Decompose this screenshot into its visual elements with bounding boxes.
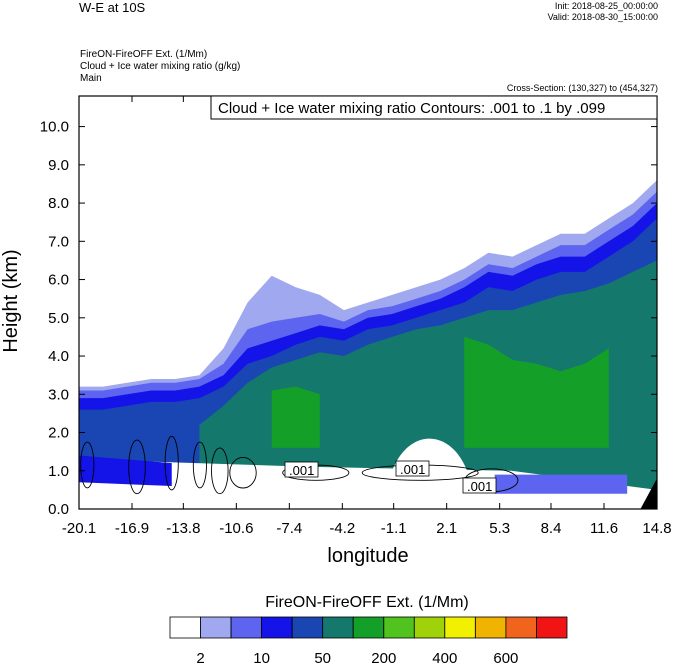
axis-ticks: -20.1 -16.9 -13.8 -10.6 -7.4 -4.2 -1.1 2.1 5.3 8.… xyxy=(40,96,672,537)
y-axis-label: Height (km) xyxy=(0,249,22,352)
y-tick-label: 10.0 xyxy=(40,119,69,136)
colorbar-tick-label: 10 xyxy=(253,650,270,667)
y-tick-label: 2.0 xyxy=(48,425,69,442)
colorbar-tick-label: 600 xyxy=(493,650,519,667)
colorbar-swatch xyxy=(200,616,232,639)
y-tick-label: 0.0 xyxy=(48,501,69,518)
field-label-primary: FireON-FireOFF Ext. (1/Mm) xyxy=(80,49,208,60)
x-tick-label: 2.1 xyxy=(436,520,457,537)
field-label-domain: Main xyxy=(80,73,102,84)
colorbar-swatch xyxy=(352,616,385,639)
y-tick-label: 5.0 xyxy=(48,310,69,327)
x-tick-label: -4.2 xyxy=(329,520,355,537)
colorbar-swatch xyxy=(322,616,354,639)
contour-info-box: Cloud + Ice water mixing ratio Contours:… xyxy=(210,95,658,120)
y-tick-label: 7.0 xyxy=(48,233,69,250)
colorbar-tick-label: 200 xyxy=(371,650,397,667)
colorbar-swatch xyxy=(536,616,568,639)
colorbar-swatch xyxy=(230,616,263,639)
x-tick-label: -16.9 xyxy=(115,520,149,537)
field-label-secondary: Cloud + Ice water mixing ratio (g/kg) xyxy=(80,61,241,72)
colorbar xyxy=(169,616,568,639)
colorbar-swatch xyxy=(383,616,415,639)
colorbar-swatch xyxy=(169,616,201,639)
cloud-contour-4 xyxy=(211,447,229,495)
cross-section-label: Cross-Section: (130,327) to (454,327) xyxy=(506,83,658,93)
cloud-contour-2 xyxy=(164,435,179,491)
y-tick-label: 1.0 xyxy=(48,463,69,480)
y-tick-label: 8.0 xyxy=(48,195,69,212)
x-tick-label: -13.8 xyxy=(166,520,200,537)
y-tick-label: 6.0 xyxy=(48,272,69,289)
colorbar-swatch xyxy=(474,616,507,639)
x-tick-label: -20.1 xyxy=(62,520,96,537)
init-time: Init: 2018-08-25_00:00:00 xyxy=(554,1,658,11)
inline-contour-label-3: .001 xyxy=(467,479,492,494)
clear-region-surface xyxy=(79,459,657,509)
x-tick-label: -7.4 xyxy=(276,520,302,537)
y-tick-label: 9.0 xyxy=(48,157,69,174)
colorbar-tick-label: 50 xyxy=(314,650,332,667)
x-tick-label: -10.6 xyxy=(219,520,253,537)
colorbar-swatch xyxy=(291,616,324,639)
colorbar-swatch xyxy=(444,616,476,639)
x-tick-label: 11.6 xyxy=(590,520,618,537)
cloud-contour-0 xyxy=(80,441,95,489)
low-band-east xyxy=(494,474,628,494)
y-tick-label: 3.0 xyxy=(48,386,69,403)
inline-contour-label-2: .001 xyxy=(400,462,425,477)
filled-contours xyxy=(79,180,657,509)
plot-title: W-E at 10S xyxy=(79,0,146,15)
terrain xyxy=(640,478,657,509)
y-tick-label: 4.0 xyxy=(48,348,69,365)
valid-time: Valid: 2018-08-30_15:00:00 xyxy=(547,12,658,22)
contour-info-text: Cloud + Ice water mixing ratio Contours:… xyxy=(218,100,605,117)
colorbar-swatch xyxy=(261,616,293,639)
x-axis-label: longitude xyxy=(327,545,408,567)
cloud-contour-1 xyxy=(128,439,146,495)
colorbar-swatch xyxy=(413,616,446,639)
x-tick-label: 14.8 xyxy=(642,520,671,537)
colorbar-title: FireON-FireOFF Ext. (1/Mm) xyxy=(265,594,469,611)
x-tick-label: 8.4 xyxy=(541,520,562,537)
cloud-contour-5 xyxy=(229,456,257,489)
colorbar-tick-label: 2 xyxy=(196,650,205,667)
colorbar-tick-label: 400 xyxy=(432,650,458,667)
extinction-layer-600-1 xyxy=(464,336,609,448)
cloud-contour-3 xyxy=(192,441,207,489)
x-tick-label: 5.3 xyxy=(489,520,510,537)
colorbar-swatch xyxy=(505,616,537,639)
inline-contour-label-1: .001 xyxy=(289,463,314,478)
extinction-layer-600-0 xyxy=(271,386,320,448)
x-tick-label: -1.1 xyxy=(381,520,407,537)
low-band-west xyxy=(79,455,172,487)
